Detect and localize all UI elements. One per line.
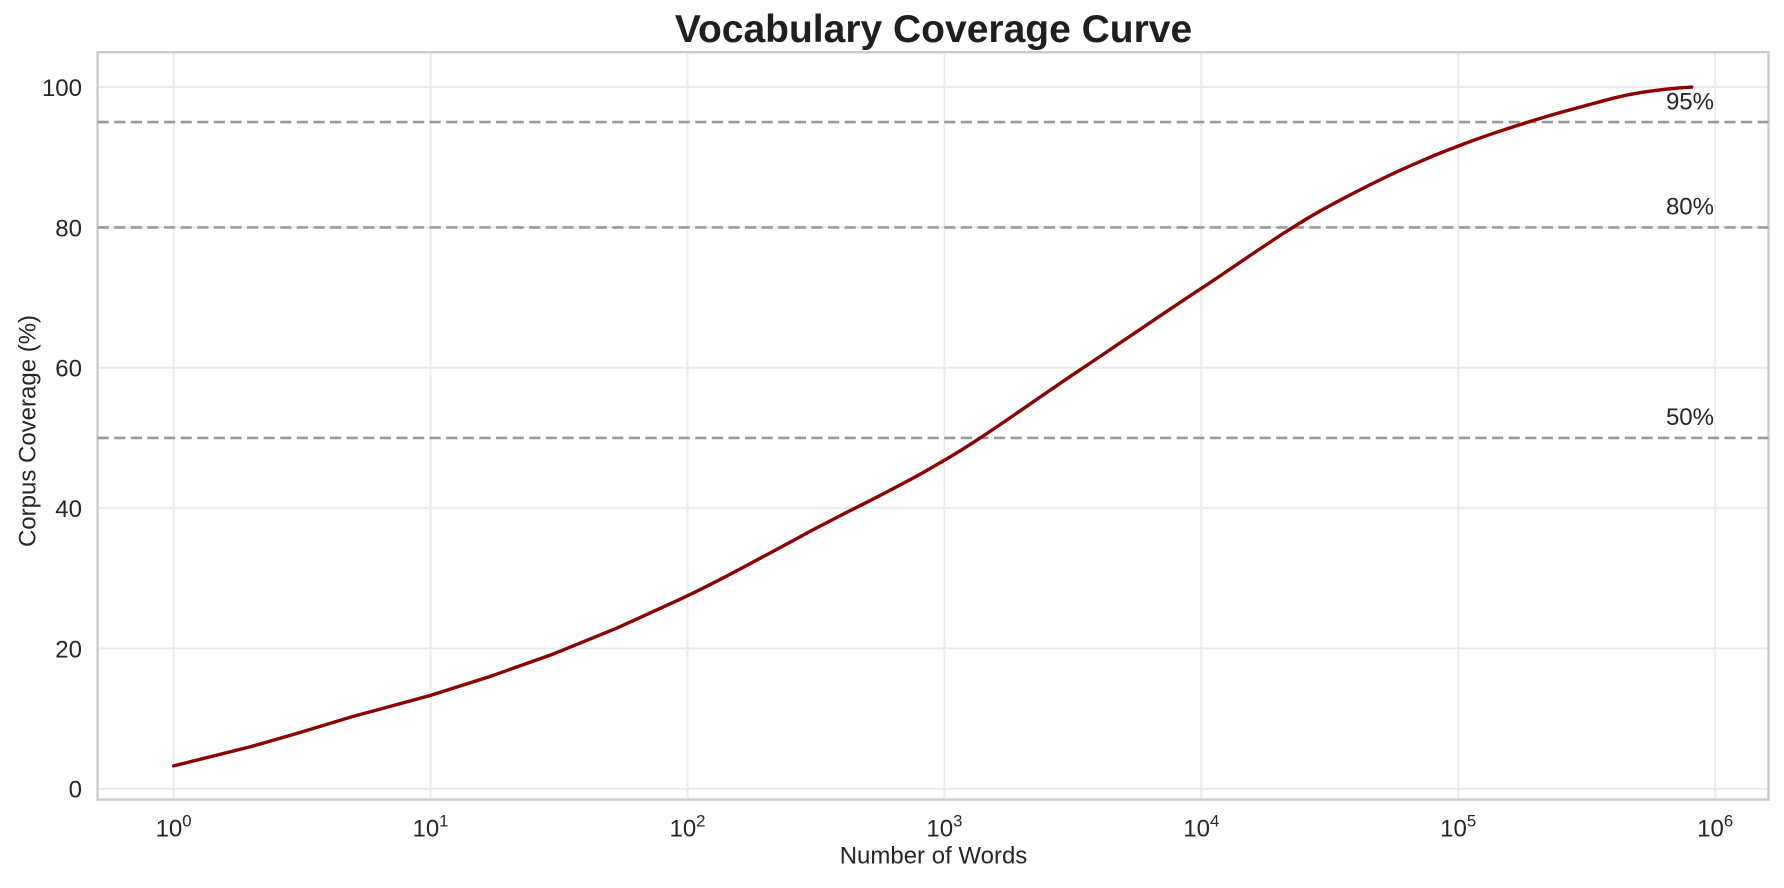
svg-text:0: 0 [69,777,82,804]
svg-text:Corpus Coverage (%): Corpus Coverage (%) [15,315,42,547]
svg-text:Number of Words: Number of Words [840,843,1028,870]
svg-text:50%: 50% [1666,404,1714,431]
svg-text:100: 100 [42,75,82,102]
svg-text:40: 40 [55,496,82,523]
svg-text:Vocabulary Coverage Curve: Vocabulary Coverage Curve [675,8,1192,51]
svg-text:80%: 80% [1666,194,1714,221]
svg-text:60: 60 [55,356,82,383]
svg-text:20: 20 [55,636,82,663]
svg-text:95%: 95% [1666,88,1714,115]
svg-text:80: 80 [55,215,82,242]
